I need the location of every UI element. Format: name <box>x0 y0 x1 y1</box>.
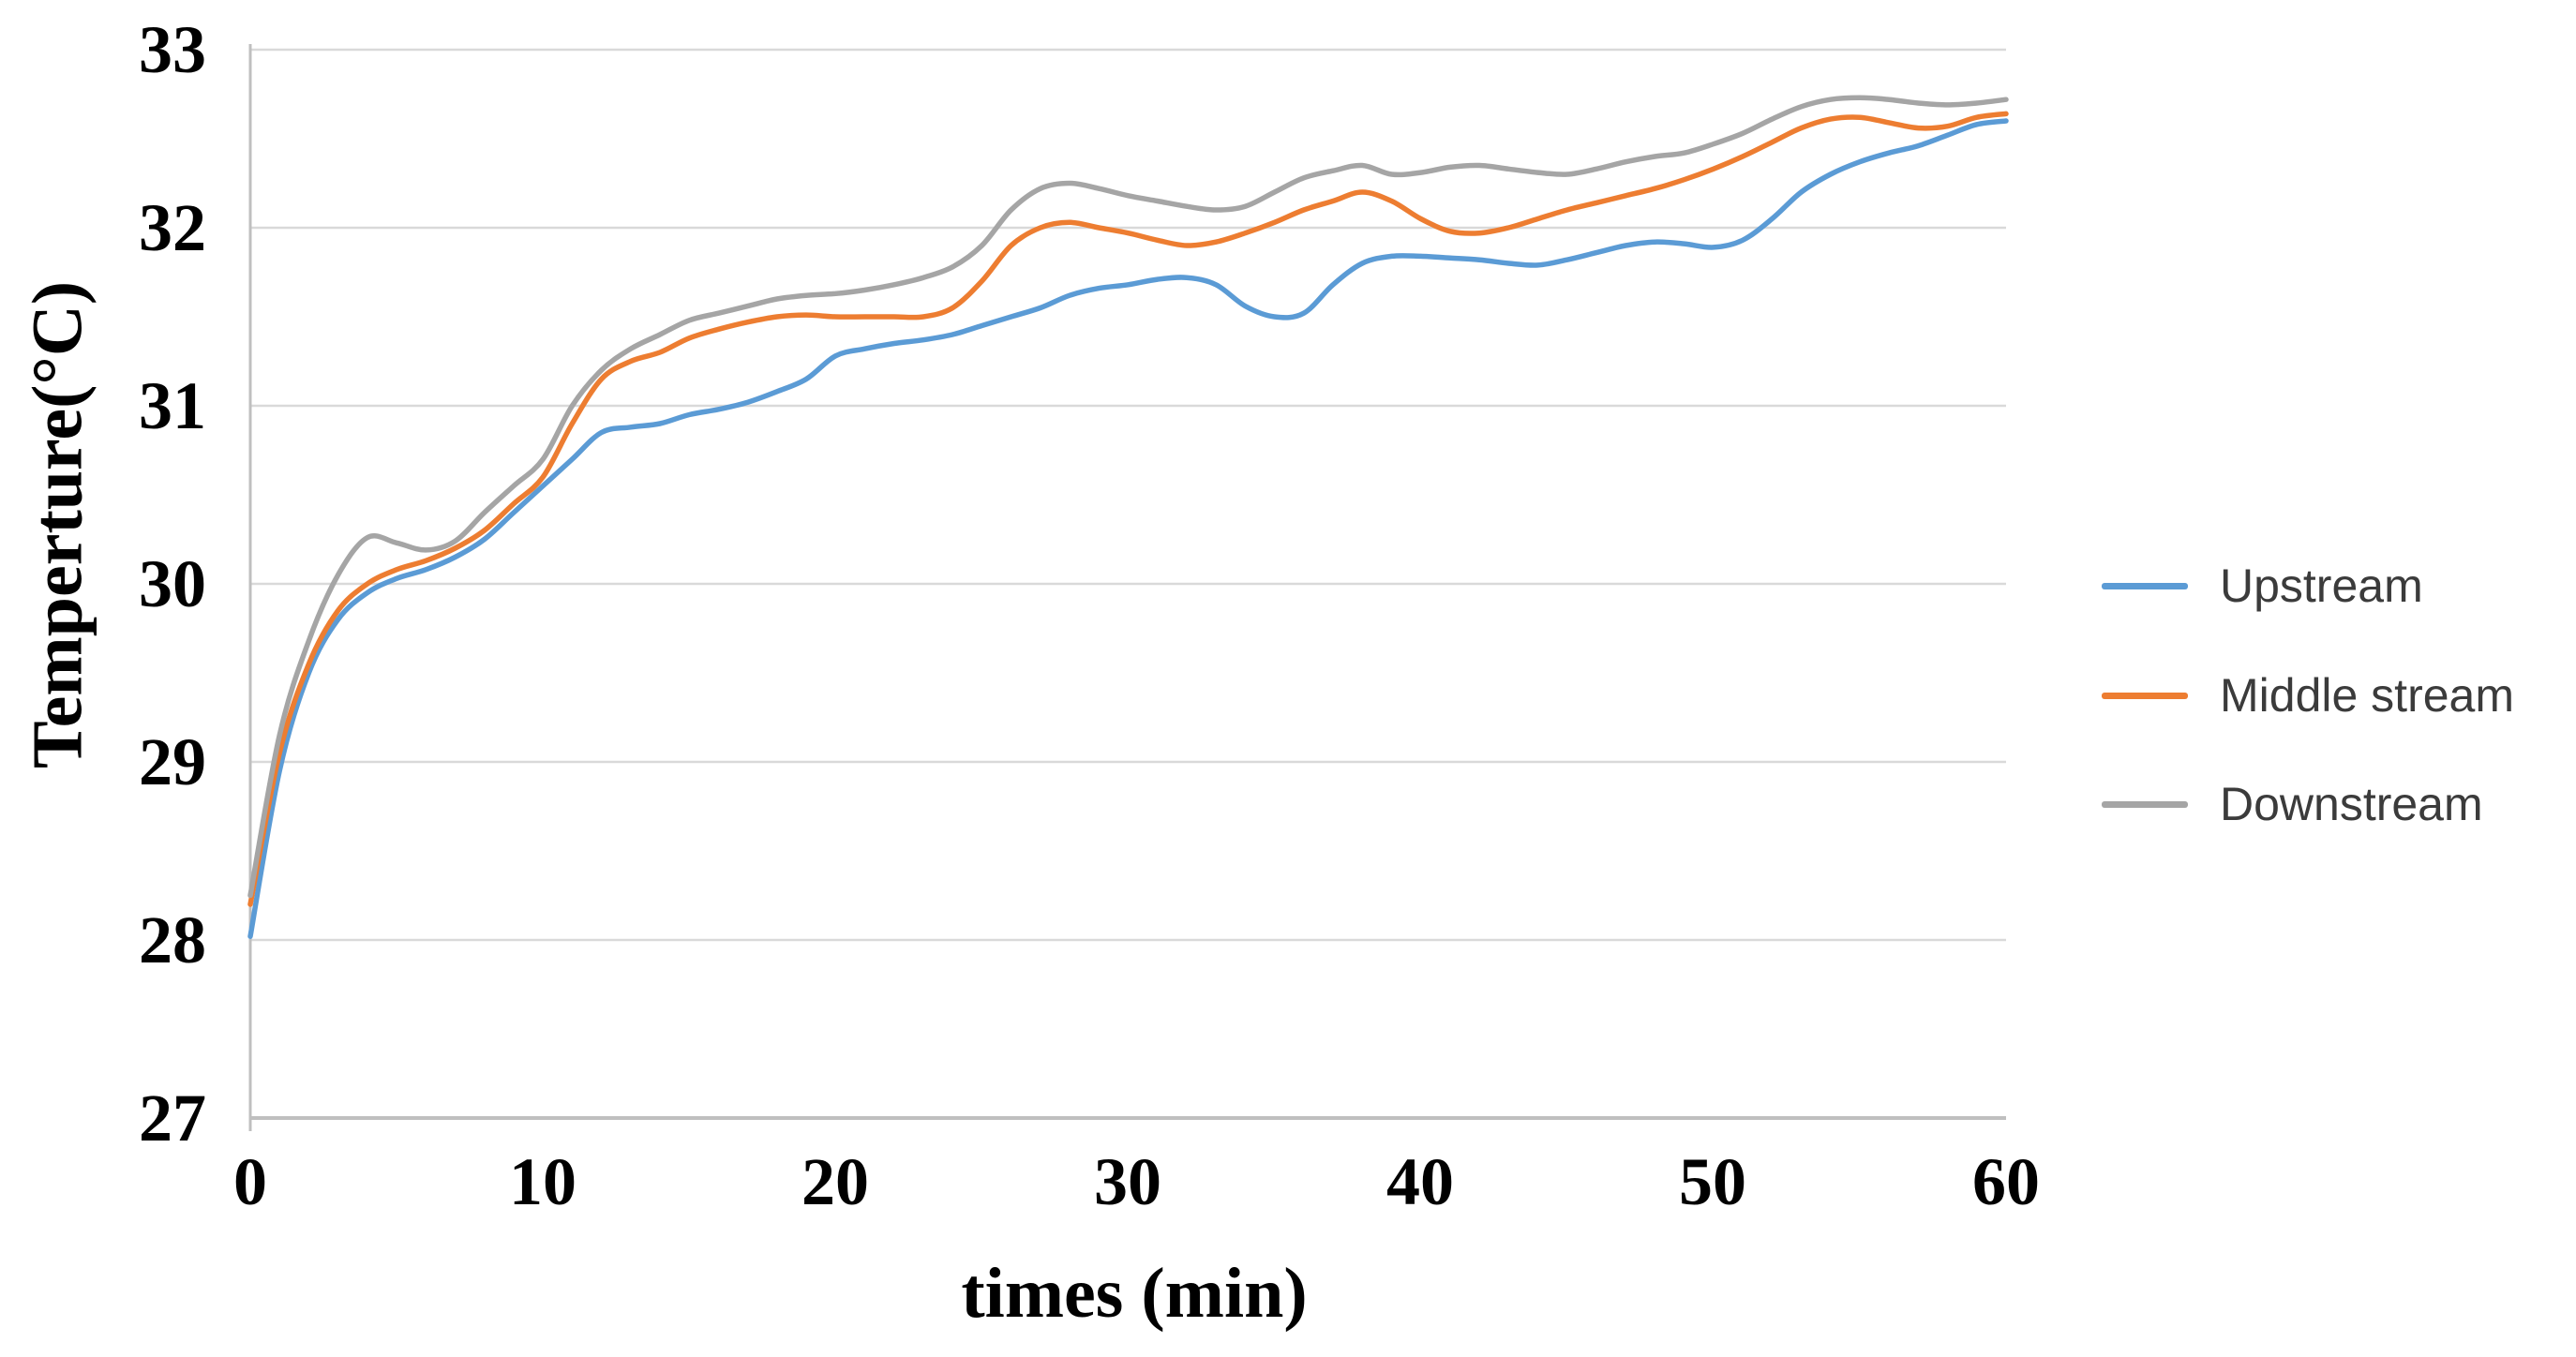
series-line-middle-stream <box>247 111 2009 907</box>
legend-label-middle-stream: Middle stream <box>2220 669 2514 722</box>
x-tick-label-40: 40 <box>1386 1144 1454 1219</box>
middle-stream-line-swatch-icon <box>2102 693 2188 699</box>
y-tick-label-33: 33 <box>139 12 206 87</box>
y-axis-title: Temperture(°C) <box>18 280 97 769</box>
x-tick-label-30: 30 <box>1094 1144 1161 1219</box>
legend-label-downstream: Downstream <box>2220 778 2483 830</box>
series-line-downstream <box>247 95 2009 899</box>
x-tick-label-10: 10 <box>509 1144 577 1219</box>
y-tick-label-31: 31 <box>139 368 206 443</box>
x-tick-label-20: 20 <box>801 1144 869 1219</box>
upstream-line-swatch-icon <box>2102 583 2188 589</box>
legend-item-middle-stream: Middle stream <box>2102 653 2570 738</box>
legend-item-upstream: Upstream <box>2102 544 2570 628</box>
legend-item-downstream: Downstream <box>2102 762 2570 846</box>
downstream-line-swatch-icon <box>2102 801 2188 808</box>
legend-label-upstream: Upstream <box>2220 559 2423 612</box>
y-tick-label-32: 32 <box>139 190 206 265</box>
series-line-upstream <box>247 118 2009 939</box>
y-tick-label-30: 30 <box>139 546 206 621</box>
x-tick-label-50: 50 <box>1679 1144 1746 1219</box>
y-tick-label-27: 27 <box>139 1081 206 1156</box>
x-axis-title: times (min) <box>961 1254 1308 1333</box>
x-tick-label-0: 0 <box>233 1144 267 1219</box>
x-tick-label-60: 60 <box>1972 1144 2040 1219</box>
y-tick-label-28: 28 <box>139 902 206 977</box>
y-tick-label-29: 29 <box>139 724 206 799</box>
